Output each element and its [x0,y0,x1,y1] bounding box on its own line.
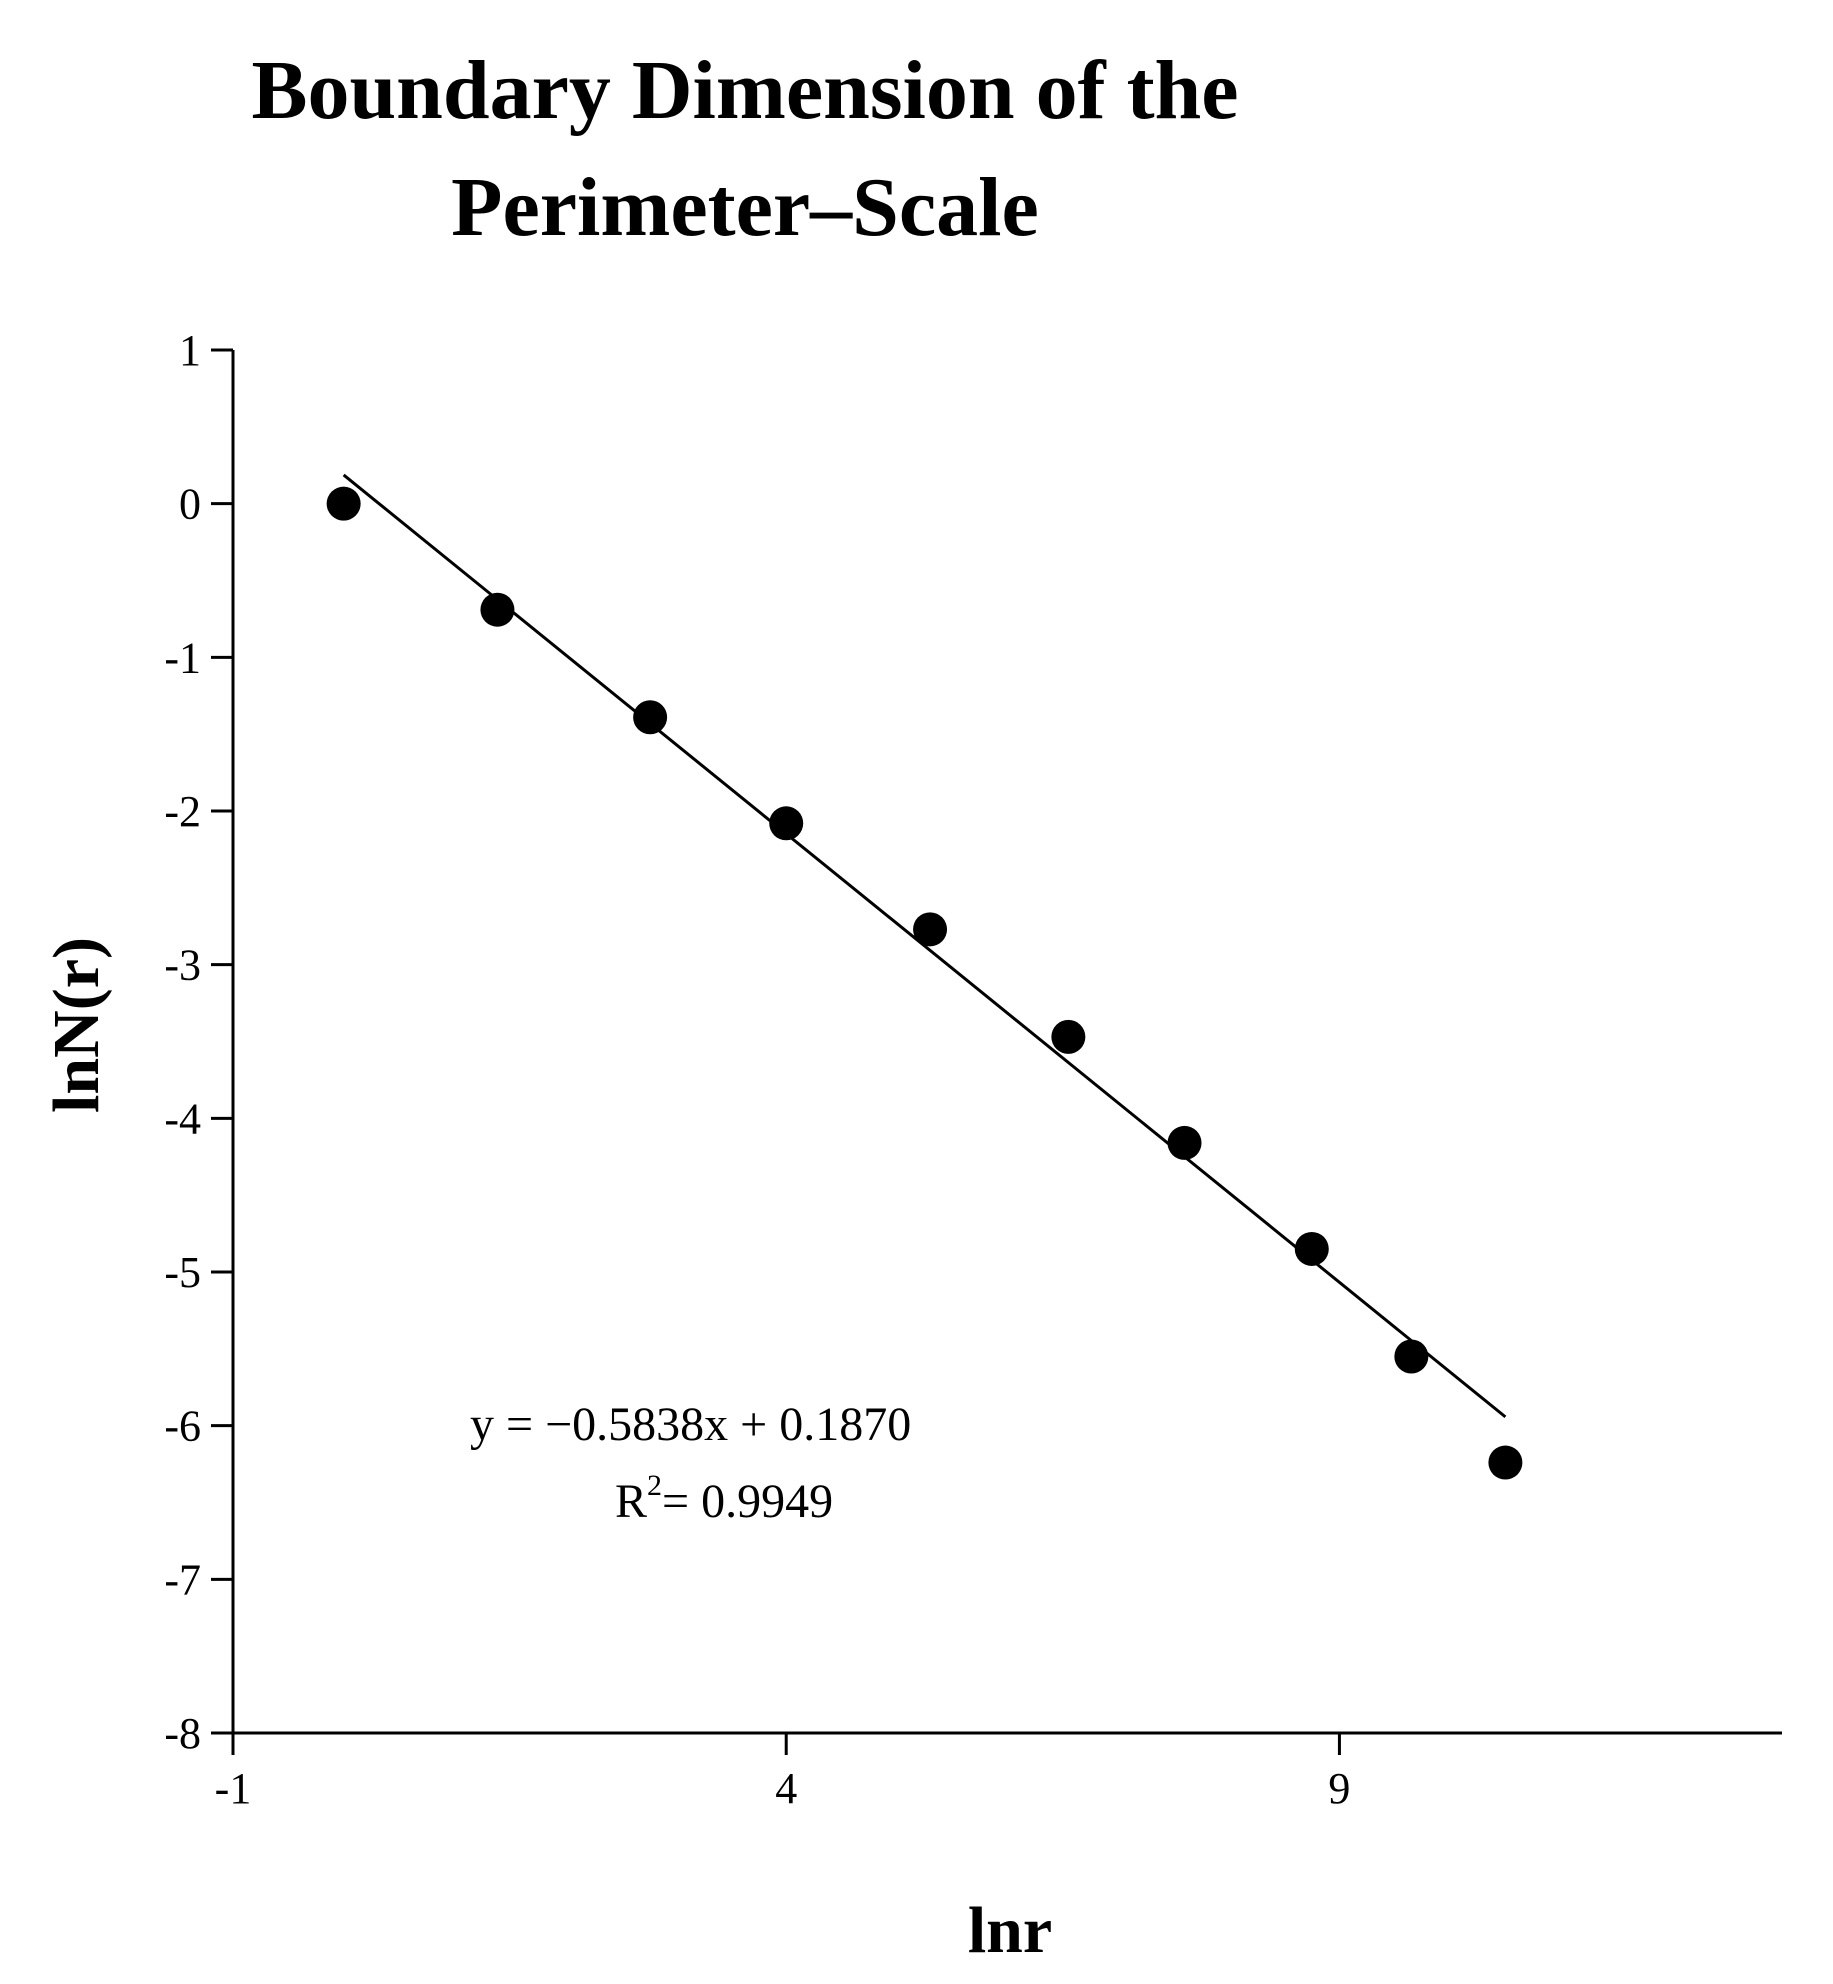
y-tick-label: -1 [164,633,201,682]
fit-equation: y = −0.5838x + 0.1870 [470,1398,911,1451]
data-points [326,486,1523,1480]
x-tick-label: 9 [1328,1764,1350,1813]
y-tick-label: -4 [164,1094,201,1143]
data-point [913,912,948,947]
y-tick-label: 0 [179,480,201,529]
data-point [1294,1231,1329,1266]
data-point [1051,1019,1086,1054]
data-point [1167,1125,1202,1160]
y-tick-label: -8 [164,1709,201,1758]
x-tick-label: -1 [215,1764,252,1813]
y-tick-label: -2 [164,787,201,836]
data-point [1394,1339,1429,1374]
y-axis-ticks: 1 0 -1 -2 -3 -4 -5 -6 -7 -8 [164,326,233,1758]
x-axis-ticks: -1 4 9 [215,1733,1350,1813]
x-tick-label: 4 [775,1764,797,1813]
trend-line [342,473,1507,1419]
data-point [326,486,361,521]
data-point [1488,1445,1523,1480]
r-squared-label: R2= 0.9949 [615,1469,833,1528]
r-squared-r: R [615,1475,647,1528]
r-squared-value: = 0.9949 [662,1475,833,1528]
data-point [769,806,804,841]
data-point [633,700,668,735]
y-tick-label: -3 [164,941,201,990]
y-tick-label: -6 [164,1402,201,1451]
y-tick-label: -5 [164,1248,201,1297]
y-tick-label: -7 [164,1555,201,1604]
x-axis-label: lnr [968,1894,1052,1967]
y-tick-label: 1 [179,326,201,375]
data-point [480,592,515,627]
chart-title-line-2: Perimeter–Scale [451,161,1039,254]
r-squared-superscript: 2 [647,1469,662,1502]
chart-title-line-1: Boundary Dimension of the [251,44,1238,137]
y-axis-label: lnN(r) [40,937,113,1113]
